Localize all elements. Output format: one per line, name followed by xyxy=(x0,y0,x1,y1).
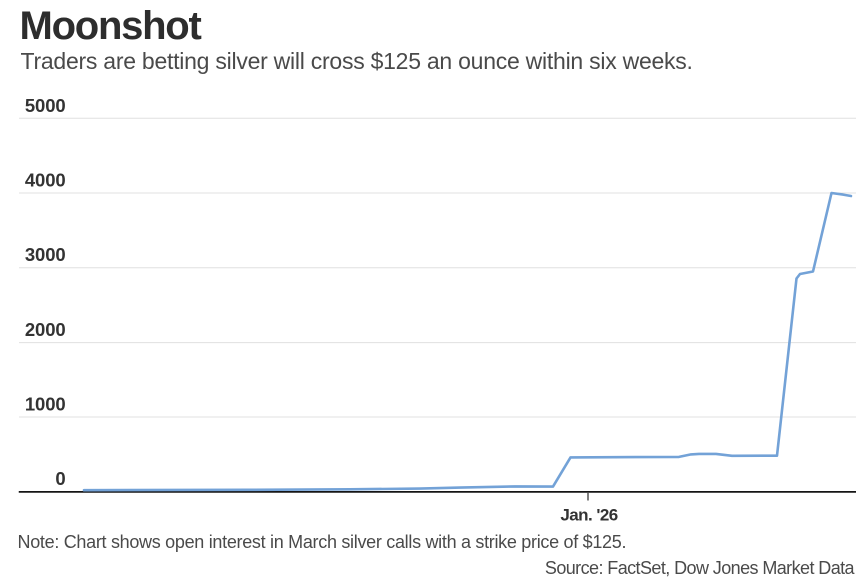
svg-text:0: 0 xyxy=(55,468,65,489)
svg-text:3000: 3000 xyxy=(25,244,66,265)
svg-text:Jan. '26: Jan. '26 xyxy=(560,506,617,525)
svg-text:1000: 1000 xyxy=(25,393,66,414)
svg-text:4000: 4000 xyxy=(25,169,66,190)
svg-text:2000: 2000 xyxy=(25,319,66,340)
svg-text:5000: 5000 xyxy=(25,95,66,116)
